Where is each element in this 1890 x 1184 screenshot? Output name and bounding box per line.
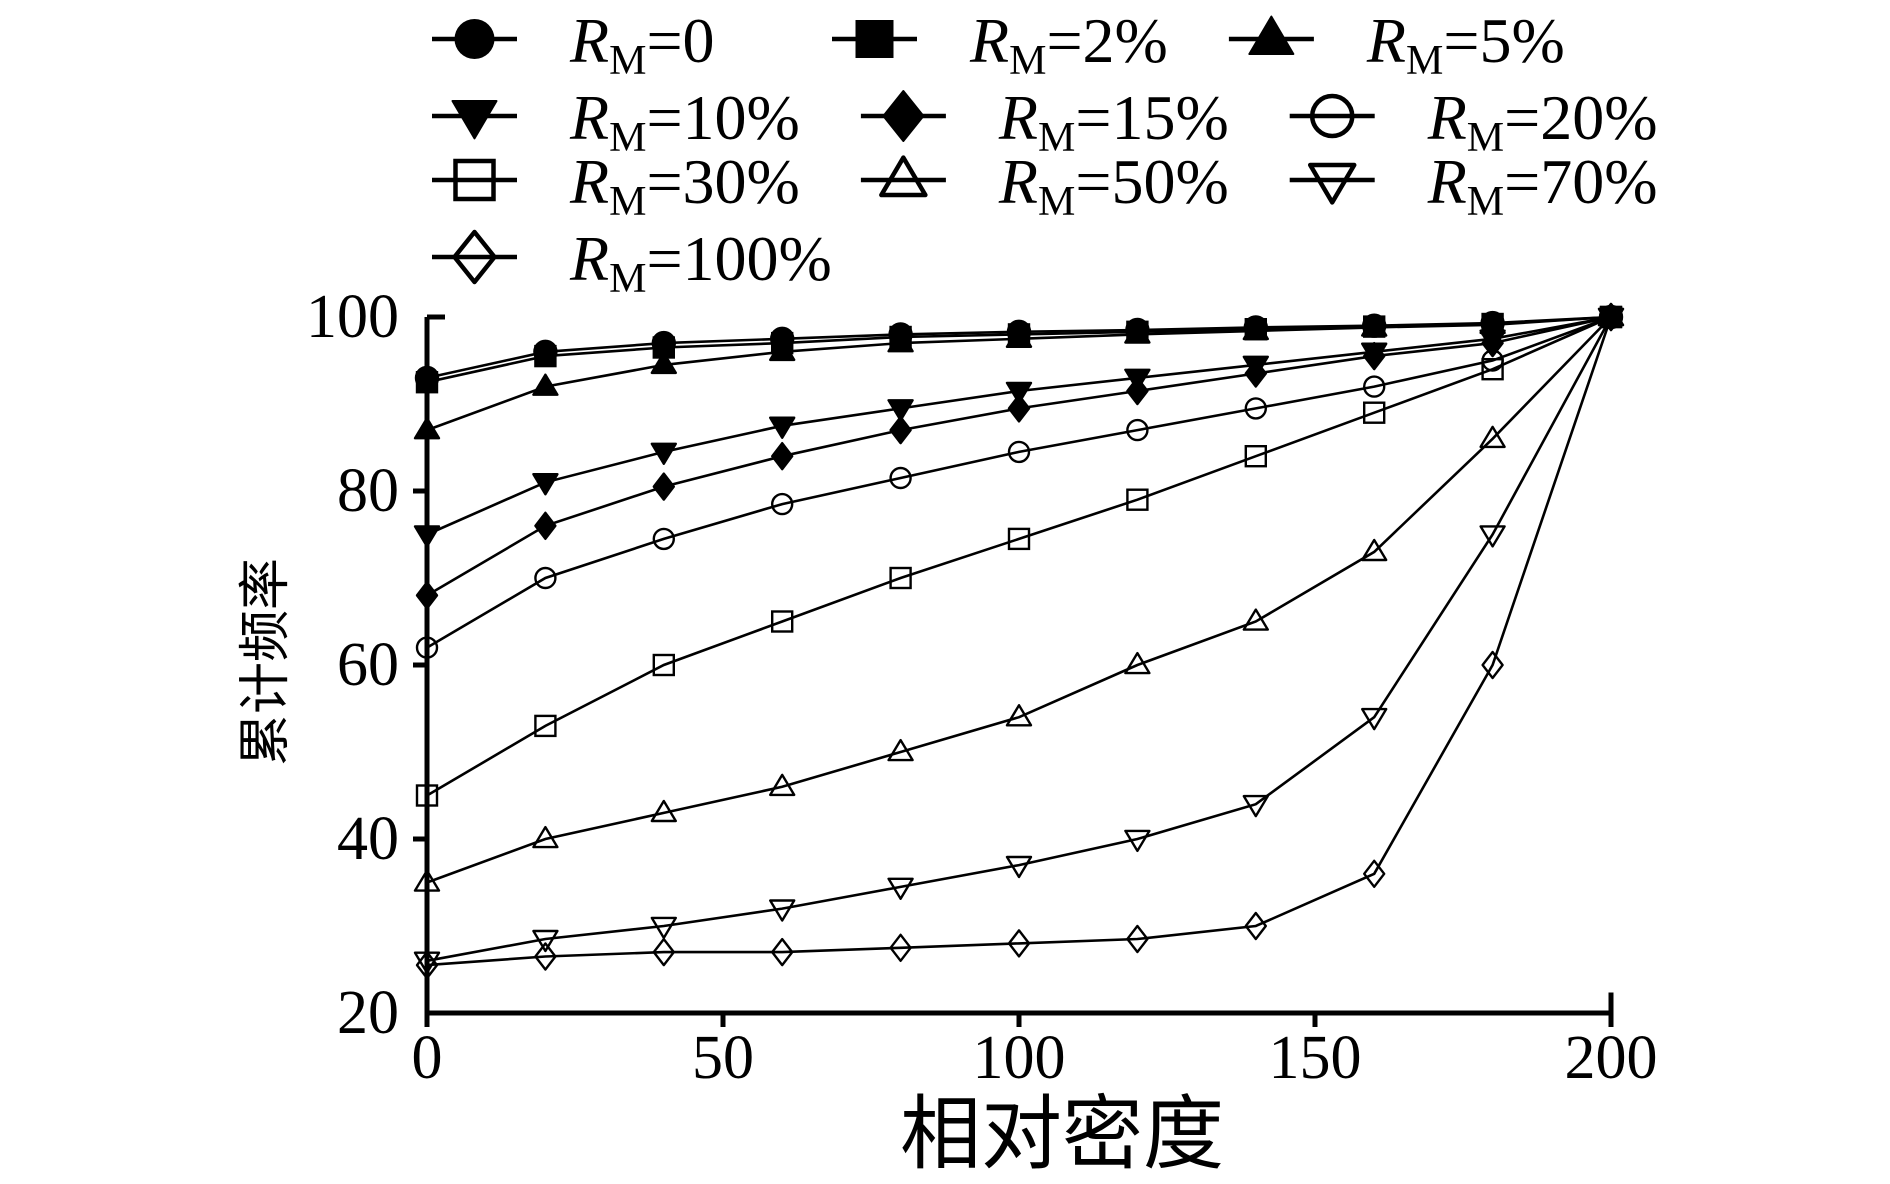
svg-text:RM=2%: RM=2% bbox=[969, 5, 1168, 84]
svg-text:累计频率: 累计频率 bbox=[238, 558, 295, 766]
svg-text:200: 200 bbox=[1565, 1024, 1658, 1092]
svg-text:RM=50%: RM=50% bbox=[998, 146, 1229, 225]
svg-text:150: 150 bbox=[1269, 1024, 1362, 1092]
svg-text:RM=5%: RM=5% bbox=[1366, 5, 1565, 84]
svg-text:40: 40 bbox=[337, 805, 399, 873]
svg-text:100: 100 bbox=[973, 1024, 1066, 1092]
svg-text:80: 80 bbox=[337, 457, 399, 525]
svg-text:相对密度: 相对密度 bbox=[900, 1090, 1224, 1180]
svg-text:RM=30%: RM=30% bbox=[569, 146, 800, 225]
svg-text:RM=70%: RM=70% bbox=[1427, 146, 1658, 225]
svg-text:0: 0 bbox=[412, 1024, 443, 1092]
svg-text:100: 100 bbox=[306, 283, 399, 351]
svg-text:50: 50 bbox=[692, 1024, 754, 1092]
svg-text:20: 20 bbox=[337, 979, 399, 1047]
svg-text:RM=100%: RM=100% bbox=[569, 223, 832, 302]
svg-text:60: 60 bbox=[337, 631, 399, 699]
